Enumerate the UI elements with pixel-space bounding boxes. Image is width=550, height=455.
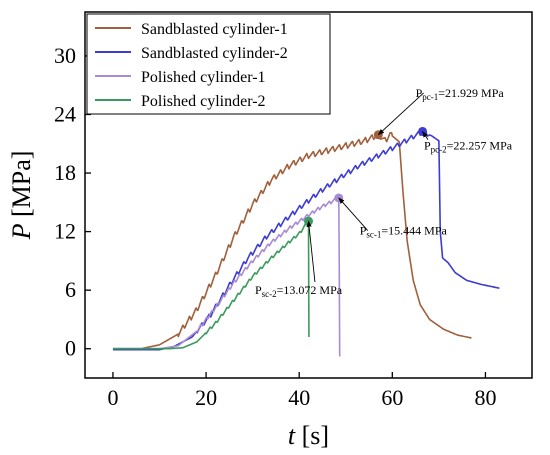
- y-tick-label: 30: [54, 43, 76, 68]
- x-axis-variable: t: [288, 421, 296, 450]
- x-tick-label: 20: [195, 385, 217, 410]
- annotation-value: =13.072 MPa: [277, 283, 343, 297]
- series-line-1: [112, 131, 472, 350]
- x-tick-label: 0: [107, 385, 118, 410]
- y-tick-label: 12: [54, 219, 76, 244]
- annotation-subscript: sc-2: [262, 289, 277, 299]
- annotation-symbol: P: [360, 224, 367, 238]
- annotation-arrow-4: [306, 220, 316, 283]
- tick-layer: 0 20 40 60 80 0 6 12 18 24 30: [54, 43, 496, 410]
- y-tick-label: 24: [54, 101, 76, 126]
- y-axis-title: P [MPa]: [7, 151, 36, 241]
- legend-label-2: Sandblasted cylinder-2: [141, 45, 288, 62]
- x-tick-label: 80: [474, 385, 496, 410]
- annotation-symbol: P: [255, 283, 262, 297]
- annotation-subscript: pc-1: [422, 92, 438, 102]
- legend-box: [86, 13, 331, 115]
- x-axis-title: t [s]: [288, 421, 329, 450]
- y-axis-unit: [MPa]: [7, 151, 36, 224]
- annotation-subscript: sc-1: [366, 230, 381, 240]
- y-tick-label: 0: [65, 336, 76, 361]
- marker-layer: [304, 126, 428, 226]
- annotation-label-1: Ppc-1=21.929 MPa: [416, 86, 505, 102]
- legend-label-1: Sandblasted cylinder-1: [141, 21, 288, 38]
- y-tick-label: 6: [65, 277, 76, 302]
- annotation-label-3: Psc-1=15.444 MPa: [360, 224, 448, 240]
- series-line-4: [112, 220, 310, 350]
- x-axis-unit: [s]: [295, 421, 329, 450]
- plot-frame: [84, 11, 533, 379]
- series-line-2: [112, 129, 500, 351]
- annotation-value: =21.929 MPa: [438, 86, 504, 100]
- annotation-label-2: Ppc-2=22.257 MPa: [424, 139, 513, 155]
- annotation-subscript: pc-2: [431, 145, 447, 155]
- annotation-arrow-1: [377, 92, 424, 136]
- series-layer: [112, 129, 500, 357]
- annotation-arrow-3: [338, 197, 369, 231]
- annotation-value: =15.444 MPa: [381, 224, 447, 238]
- annotation-symbol: P: [424, 139, 431, 153]
- y-tick-label: 18: [54, 160, 76, 185]
- annotation-value: =22.257 MPa: [447, 139, 513, 153]
- legend: Sandblasted cylinder-1 Sandblasted cylind…: [86, 13, 331, 115]
- annotation-arrow-2: [422, 130, 429, 140]
- x-tick-label: 40: [288, 385, 310, 410]
- legend-label-3: Polished cylinder-1: [141, 69, 266, 86]
- annotation-symbol: P: [416, 86, 423, 100]
- x-tick-label: 60: [381, 385, 403, 410]
- y-axis-variable: P: [7, 223, 36, 240]
- legend-label-4: Polished cylinder-2: [141, 93, 266, 110]
- annotation-label-4: Psc-2=13.072 MPa: [255, 283, 343, 299]
